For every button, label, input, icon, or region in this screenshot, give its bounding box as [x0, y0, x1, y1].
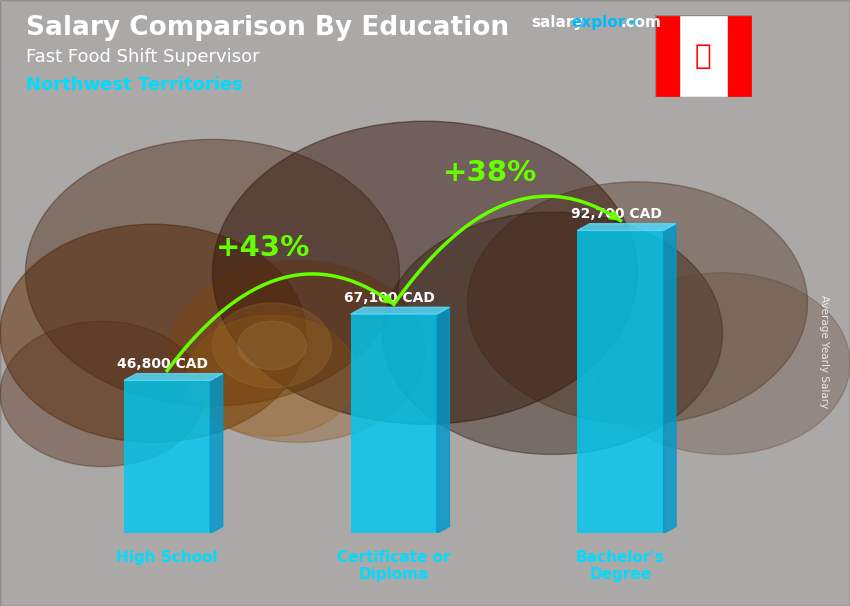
- Bar: [728, 15, 752, 97]
- Text: +38%: +38%: [443, 159, 536, 187]
- Polygon shape: [577, 224, 676, 230]
- Circle shape: [468, 182, 808, 424]
- Circle shape: [238, 321, 306, 370]
- Circle shape: [595, 273, 850, 454]
- Text: Average Yearly Salary: Average Yearly Salary: [819, 295, 829, 408]
- Text: 46,800 CAD: 46,800 CAD: [117, 357, 208, 371]
- Circle shape: [0, 321, 204, 467]
- Circle shape: [212, 121, 638, 424]
- Text: +43%: +43%: [216, 234, 310, 262]
- Circle shape: [0, 224, 306, 442]
- Circle shape: [26, 139, 399, 406]
- Text: 67,100 CAD: 67,100 CAD: [344, 291, 435, 305]
- Text: explorer: explorer: [571, 15, 643, 30]
- Polygon shape: [124, 374, 223, 381]
- Text: salary: salary: [531, 15, 584, 30]
- Circle shape: [382, 212, 722, 454]
- Bar: [124, 381, 210, 533]
- Polygon shape: [351, 307, 450, 314]
- Bar: [351, 314, 437, 533]
- Bar: [654, 15, 679, 97]
- Circle shape: [170, 261, 425, 442]
- Text: Fast Food Shift Supervisor: Fast Food Shift Supervisor: [26, 48, 259, 67]
- Polygon shape: [210, 374, 223, 533]
- Polygon shape: [437, 307, 450, 533]
- Circle shape: [187, 315, 357, 436]
- Text: Northwest Territories: Northwest Territories: [26, 76, 242, 94]
- Text: Salary Comparison By Education: Salary Comparison By Education: [26, 15, 508, 41]
- Text: 92,700 CAD: 92,700 CAD: [570, 207, 661, 221]
- Circle shape: [212, 303, 332, 388]
- Polygon shape: [664, 224, 676, 533]
- Bar: [577, 230, 664, 533]
- Text: .com: .com: [620, 15, 661, 30]
- Text: 🍁: 🍁: [695, 42, 711, 70]
